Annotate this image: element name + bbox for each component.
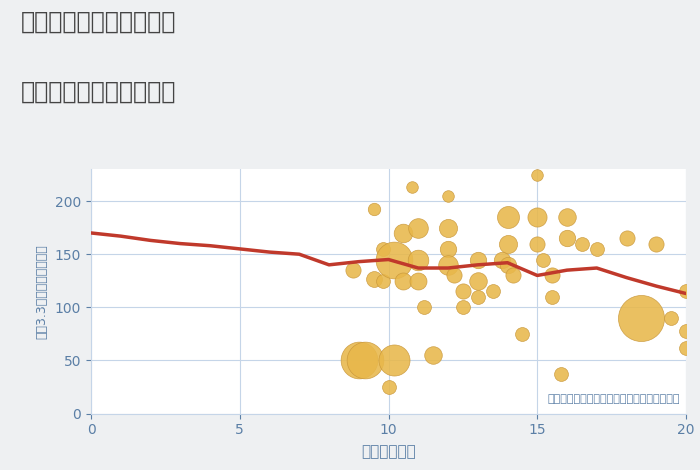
X-axis label: 駅距離（分）: 駅距離（分） [361,444,416,459]
Point [532,213,543,221]
Point [398,229,409,237]
Point [377,245,388,253]
Point [428,352,439,359]
Point [547,293,558,300]
Point [383,383,394,391]
Point [442,224,454,231]
Point [680,288,692,295]
Point [353,357,364,364]
Point [359,357,370,364]
Point [517,330,528,337]
Point [508,272,519,279]
Point [680,344,692,352]
Point [442,261,454,268]
Point [368,205,379,212]
Point [457,288,468,295]
Point [532,240,543,247]
Point [419,304,430,311]
Point [442,192,454,200]
Point [377,277,388,284]
Point [680,327,692,335]
Point [448,272,459,279]
Point [413,224,424,231]
Point [413,256,424,263]
Point [561,213,573,221]
Point [561,235,573,242]
Text: 兵庫県西宮市上甲子園の: 兵庫県西宮市上甲子園の [21,9,176,33]
Text: 駅距離別中古戸建て価格: 駅距離別中古戸建て価格 [21,80,176,104]
Point [502,213,513,221]
Y-axis label: 坪（3.3㎡）単価（万円）: 坪（3.3㎡）単価（万円） [35,244,48,339]
Text: 円の大きさは、取引のあった物件面積を示す: 円の大きさは、取引のあった物件面積を示す [547,394,680,404]
Point [407,183,418,191]
Point [547,272,558,279]
Point [621,235,632,242]
Point [368,275,379,282]
Point [532,171,543,178]
Point [496,256,507,263]
Point [502,261,513,268]
Point [576,240,587,247]
Point [389,256,400,263]
Point [555,370,566,378]
Point [442,245,454,253]
Point [502,240,513,247]
Point [413,277,424,284]
Point [398,277,409,284]
Point [591,245,602,253]
Point [472,293,483,300]
Point [472,256,483,263]
Point [538,256,549,263]
Point [651,240,662,247]
Point [487,288,498,295]
Point [636,314,647,322]
Point [472,277,483,284]
Point [666,314,677,322]
Point [389,357,400,364]
Point [347,266,358,274]
Point [457,304,468,311]
